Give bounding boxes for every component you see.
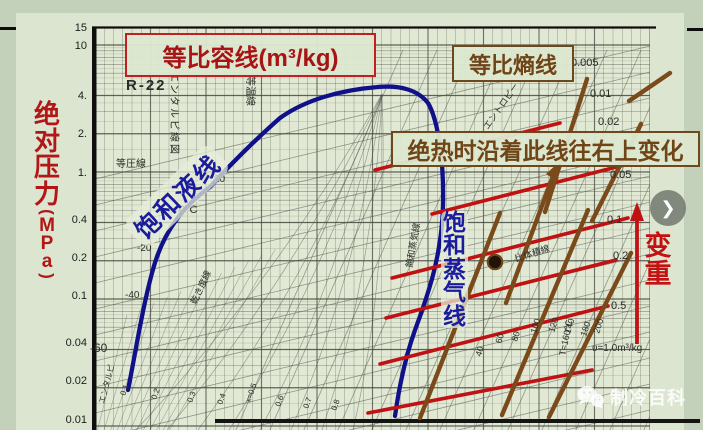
svg-text:0.1: 0.1 bbox=[607, 214, 622, 226]
saturated-vapor-label: 饱和蒸气线 bbox=[441, 209, 468, 329]
svg-text:80: 80 bbox=[509, 330, 522, 343]
svg-text:100: 100 bbox=[528, 317, 542, 334]
svg-text:-40: -40 bbox=[125, 290, 140, 301]
svg-text:R-22: R-22 bbox=[126, 77, 167, 94]
svg-text:0.2: 0.2 bbox=[613, 250, 628, 262]
watermark-brand: 制冷百科 bbox=[610, 388, 686, 408]
svg-text:0.05: 0.05 bbox=[610, 169, 631, 181]
svg-text:0.1: 0.1 bbox=[118, 383, 130, 397]
svg-text:0.02: 0.02 bbox=[598, 116, 619, 128]
edge-line-left bbox=[0, 27, 16, 30]
svg-text:0.7: 0.7 bbox=[301, 396, 313, 410]
svg-text:等温線: 等温線 bbox=[244, 76, 257, 106]
edge-line-right bbox=[687, 28, 703, 31]
svg-text:0.5: 0.5 bbox=[611, 300, 626, 312]
svg-text:等圧線: 等圧線 bbox=[116, 157, 146, 170]
svg-text:0.01: 0.01 bbox=[590, 88, 611, 100]
svg-text:0.02: 0.02 bbox=[66, 375, 87, 387]
isentrope-annotation: 等比熵线 bbox=[452, 45, 574, 82]
svg-text:0.3: 0.3 bbox=[185, 390, 197, 404]
wechat-icon bbox=[577, 386, 604, 409]
svg-text:120: 120 bbox=[546, 316, 560, 333]
chevron-right-icon: ❯ bbox=[660, 197, 676, 218]
svg-text:140: 140 bbox=[562, 317, 576, 334]
svg-text:0.4: 0.4 bbox=[72, 214, 87, 226]
svg-text:0.6: 0.6 bbox=[273, 394, 285, 408]
svg-text:0.04: 0.04 bbox=[66, 337, 87, 349]
svg-text:υ=1.0m³/kg: υ=1.0m³/kg bbox=[592, 343, 642, 354]
svg-text:2.: 2. bbox=[78, 128, 87, 140]
svg-text:0.01: 0.01 bbox=[66, 414, 87, 426]
svg-text:エンタルピ線図: エンタルピ線図 bbox=[168, 72, 181, 156]
next-slide-button[interactable]: ❯ bbox=[650, 190, 686, 226]
svg-text:0.1: 0.1 bbox=[72, 290, 87, 302]
svg-text:0.2: 0.2 bbox=[149, 387, 161, 401]
svg-text:60: 60 bbox=[493, 332, 506, 345]
svg-text:4.: 4. bbox=[78, 90, 87, 102]
adiabatic-annotation: 绝热时沿着此线往右上变化 bbox=[391, 131, 700, 167]
svg-text:0.8: 0.8 bbox=[329, 398, 341, 412]
svg-text:40: 40 bbox=[473, 345, 486, 358]
svg-text:200: 200 bbox=[591, 317, 605, 334]
isentrope-annotation-label: 等比熵线 bbox=[468, 52, 557, 78]
svg-text:0.2: 0.2 bbox=[72, 252, 87, 264]
weight-note-label: 变重 bbox=[644, 231, 672, 289]
svg-text:15: 15 bbox=[75, 22, 87, 34]
isochor-annotation: 等比容线(m³/kg) bbox=[125, 33, 376, 77]
watermark: 制冷百科 bbox=[577, 384, 686, 410]
adiabatic-annotation-label: 绝热时沿着此线往右上变化 bbox=[407, 138, 684, 164]
svg-text:-60: -60 bbox=[90, 341, 108, 355]
svg-text:0.4: 0.4 bbox=[215, 392, 227, 406]
svg-text:-20: -20 bbox=[137, 243, 152, 254]
svg-text:10: 10 bbox=[75, 40, 87, 52]
svg-text:0.005: 0.005 bbox=[571, 57, 599, 69]
svg-text:1.: 1. bbox=[78, 167, 87, 179]
isochor-annotation-label: 等比容线(m³/kg) bbox=[162, 44, 339, 72]
svg-text:180: 180 bbox=[578, 320, 592, 337]
